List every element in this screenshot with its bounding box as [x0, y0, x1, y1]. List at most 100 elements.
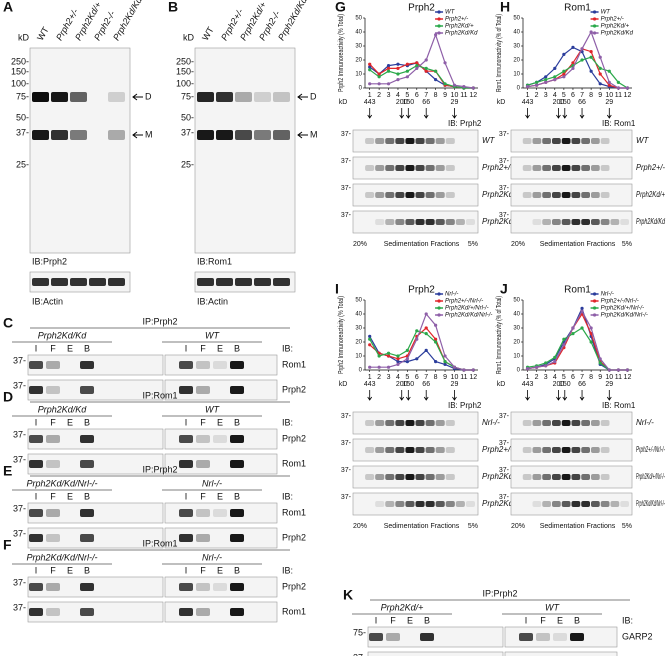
data-point — [386, 365, 391, 369]
kd-label: 150- — [11, 66, 29, 76]
blot-band — [29, 534, 43, 542]
data-point — [553, 75, 557, 79]
group-label: Prph2Kd/+ — [381, 602, 424, 612]
arrow — [579, 390, 585, 401]
data-point — [396, 360, 400, 364]
x-tick-label: 7 — [424, 92, 428, 99]
y-tick-label: 50 — [355, 298, 362, 304]
blot-band — [600, 474, 610, 480]
blot-band — [385, 501, 395, 507]
legend-marker — [592, 17, 597, 21]
blot-band — [369, 633, 383, 641]
x-tick-label: 8 — [434, 92, 438, 99]
ib-label: IB:Actin — [197, 296, 228, 306]
mw-marker: 200 — [396, 99, 408, 106]
lane-label: WT — [35, 25, 51, 43]
ib-label: IB: — [282, 417, 293, 427]
x-tick-label: 10 — [605, 92, 613, 99]
panel-label: B — [168, 0, 178, 15]
data-point — [434, 340, 438, 344]
blot-band — [532, 219, 542, 225]
group-label: WT — [205, 330, 220, 340]
blot-band — [179, 509, 193, 517]
blot-band — [179, 534, 193, 542]
arrow — [423, 390, 429, 401]
y-tick-label: 30 — [355, 44, 362, 50]
x-tick-label: 1 — [526, 374, 530, 381]
blot-band — [435, 501, 445, 507]
data-point — [415, 329, 419, 333]
kd-label: 25- — [181, 159, 194, 169]
data-point — [405, 75, 409, 79]
lane-label: B — [234, 491, 240, 501]
data-point — [580, 309, 584, 313]
lane-label: B — [84, 417, 90, 427]
panel-label: E — [3, 463, 12, 479]
data-point — [424, 326, 428, 330]
mw-marker: 443 — [522, 381, 534, 388]
blot-band — [365, 420, 375, 426]
kd-label: 250- — [176, 56, 194, 66]
blot-band — [571, 501, 581, 507]
series-line — [527, 312, 628, 371]
blot-band — [254, 130, 271, 140]
lane-label: WT — [200, 25, 216, 43]
data-point — [598, 55, 602, 59]
mw-marker: 443 — [364, 99, 376, 106]
blot-band — [395, 501, 405, 507]
blot-band — [591, 420, 600, 426]
blot-band — [571, 219, 581, 225]
data-point — [396, 357, 400, 361]
row-label: Rom1 — [282, 359, 306, 369]
lane-label: B — [234, 417, 240, 427]
blot-band — [29, 608, 43, 616]
blot-band — [581, 192, 590, 198]
blot-band — [29, 386, 43, 394]
blot-band — [536, 633, 550, 641]
lane-label: E — [217, 343, 223, 353]
legend-label: Prph2Kd/+/Nrl-/- — [445, 306, 489, 312]
series-line — [369, 327, 474, 371]
kd-label: 37- — [341, 212, 352, 219]
blot-band — [552, 219, 561, 225]
blot-band — [610, 219, 620, 225]
blot-band — [230, 361, 244, 369]
blot-band — [46, 509, 60, 517]
blot-band — [80, 435, 94, 443]
mw-marker: 150 — [559, 381, 571, 388]
blot-band — [552, 501, 561, 507]
blot-band — [581, 447, 590, 453]
blot-band — [591, 165, 600, 171]
blot-band — [581, 219, 590, 225]
data-point — [544, 361, 548, 365]
x-tick-label: 1 — [526, 92, 530, 99]
blot-frame — [29, 47, 131, 254]
blot-band — [425, 138, 435, 144]
blot-band — [561, 219, 571, 225]
data-point — [607, 83, 611, 87]
panel-label: D — [3, 389, 13, 405]
row-label: Prph2Kd/+ — [482, 190, 520, 199]
legend-label: Prph2Kd/Kd — [601, 31, 634, 37]
kd-label: kD — [339, 381, 348, 388]
blot-band — [196, 361, 210, 369]
blot-band — [542, 192, 551, 198]
ib-label: IB:Actin — [32, 296, 63, 306]
lane-label: B — [234, 565, 240, 575]
blot-band — [435, 447, 445, 453]
data-point — [368, 68, 372, 72]
blot-band — [522, 192, 532, 198]
x-tick-label: 5 — [562, 92, 566, 99]
legend-marker — [437, 24, 441, 28]
blot-band — [591, 138, 600, 144]
blot-band — [197, 92, 214, 102]
blot-band — [445, 420, 455, 426]
blot-band — [230, 386, 244, 394]
kd-label: 25- — [16, 159, 29, 169]
data-point — [598, 361, 602, 365]
mw-marker: 150 — [559, 99, 571, 106]
blot-band — [455, 501, 465, 507]
legend-label: Nrl-/- — [601, 292, 614, 298]
data-point — [598, 82, 602, 86]
data-point — [553, 355, 557, 359]
